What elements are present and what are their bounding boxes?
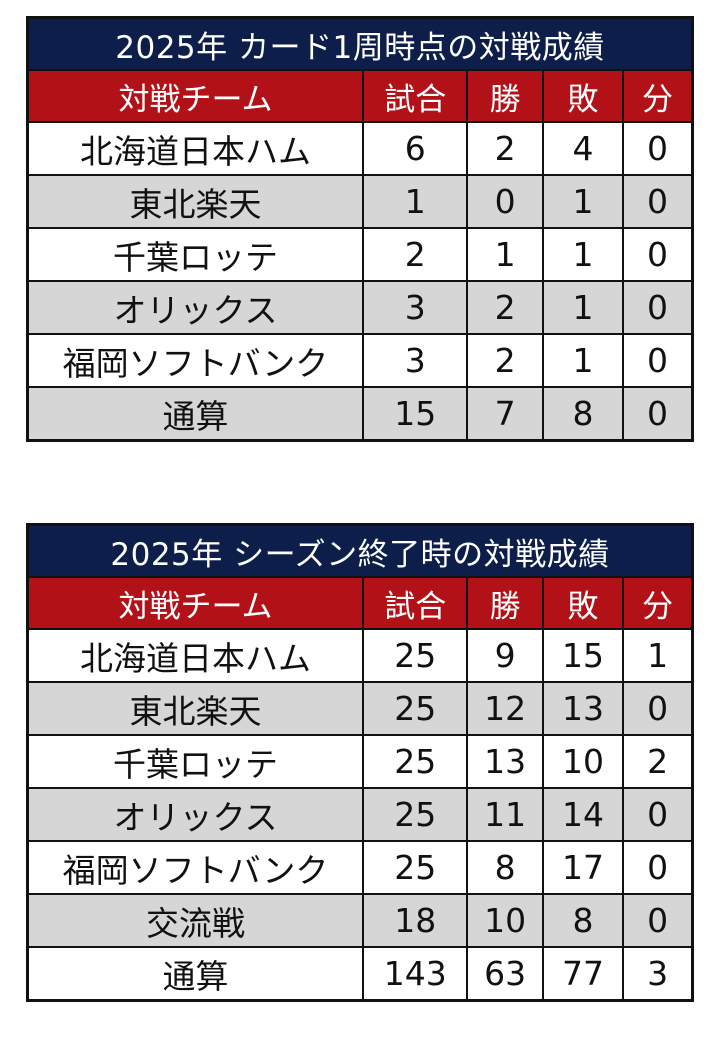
standings-table-season-end: 2025年 シーズン終了時の対戦成績 対戦チーム 試合 勝 敗 分 北海道日本ハ… — [26, 523, 694, 1002]
team-cell: 東北楽天 — [26, 174, 364, 229]
losses-cell: 1 — [541, 227, 625, 282]
wins-cell: 9 — [466, 628, 544, 683]
games-cell: 25 — [361, 628, 469, 683]
total-row: 通算 143 63 77 3 — [26, 946, 694, 1002]
losses-cell: 8 — [541, 893, 625, 948]
games-cell: 18 — [361, 893, 469, 948]
header-team: 対戦チーム — [26, 576, 364, 630]
team-cell: オリックス — [26, 787, 364, 842]
losses-cell: 17 — [541, 840, 625, 895]
header-losses: 敗 — [541, 69, 625, 123]
draws-cell: 0 — [622, 681, 694, 736]
wins-cell: 11 — [466, 787, 544, 842]
draws-cell: 0 — [622, 280, 694, 335]
losses-cell: 15 — [541, 628, 625, 683]
draws-cell: 1 — [622, 628, 694, 683]
draws-cell: 0 — [622, 893, 694, 948]
header-losses: 敗 — [541, 576, 625, 630]
wins-cell: 7 — [466, 386, 544, 442]
wins-cell: 10 — [466, 893, 544, 948]
header-wins: 勝 — [466, 576, 544, 630]
header-games: 試合 — [361, 576, 469, 630]
header-draws: 分 — [622, 69, 694, 123]
table-title: 2025年 シーズン終了時の対戦成績 — [26, 523, 694, 578]
table-row: 交流戦 18 10 8 0 — [26, 893, 694, 948]
team-cell: 福岡ソフトバンク — [26, 333, 364, 388]
wins-cell: 2 — [466, 280, 544, 335]
losses-cell: 13 — [541, 681, 625, 736]
losses-cell: 4 — [541, 121, 625, 176]
draws-cell: 0 — [622, 840, 694, 895]
standings-table-card-round: 2025年 カード1周時点の対戦成績 対戦チーム 試合 勝 敗 分 北海道日本ハ… — [26, 16, 694, 442]
header-games: 試合 — [361, 69, 469, 123]
games-cell: 3 — [361, 333, 469, 388]
draws-cell: 0 — [622, 121, 694, 176]
games-cell: 15 — [361, 386, 469, 442]
table-row: 福岡ソフトバンク 3 2 1 0 — [26, 333, 694, 388]
losses-cell: 8 — [541, 386, 625, 442]
games-cell: 25 — [361, 734, 469, 789]
table-row: 千葉ロッテ 2 1 1 0 — [26, 227, 694, 282]
losses-cell: 1 — [541, 280, 625, 335]
table-row: 千葉ロッテ 25 13 10 2 — [26, 734, 694, 789]
wins-cell: 12 — [466, 681, 544, 736]
table-row: 東北楽天 25 12 13 0 — [26, 681, 694, 736]
wins-cell: 2 — [466, 121, 544, 176]
team-cell: 通算 — [26, 946, 364, 1002]
draws-cell: 0 — [622, 227, 694, 282]
wins-cell: 8 — [466, 840, 544, 895]
team-cell: 福岡ソフトバンク — [26, 840, 364, 895]
draws-cell: 0 — [622, 386, 694, 442]
team-cell: 千葉ロッテ — [26, 227, 364, 282]
team-cell: 交流戦 — [26, 893, 364, 948]
total-row: 通算 15 7 8 0 — [26, 386, 694, 442]
table-row: 北海道日本ハム 6 2 4 0 — [26, 121, 694, 176]
wins-cell: 2 — [466, 333, 544, 388]
table-row: 東北楽天 1 0 1 0 — [26, 174, 694, 229]
wins-cell: 1 — [466, 227, 544, 282]
games-cell: 25 — [361, 681, 469, 736]
team-cell: 千葉ロッテ — [26, 734, 364, 789]
games-cell: 3 — [361, 280, 469, 335]
wins-cell: 13 — [466, 734, 544, 789]
draws-cell: 2 — [622, 734, 694, 789]
games-cell: 2 — [361, 227, 469, 282]
games-cell: 6 — [361, 121, 469, 176]
losses-cell: 1 — [541, 174, 625, 229]
header-wins: 勝 — [466, 69, 544, 123]
draws-cell: 0 — [622, 333, 694, 388]
draws-cell: 0 — [622, 787, 694, 842]
table-title: 2025年 カード1周時点の対戦成績 — [26, 16, 694, 71]
wins-cell: 63 — [466, 946, 544, 1002]
losses-cell: 77 — [541, 946, 625, 1002]
team-cell: オリックス — [26, 280, 364, 335]
games-cell: 25 — [361, 787, 469, 842]
games-cell: 1 — [361, 174, 469, 229]
table-row: 福岡ソフトバンク 25 8 17 0 — [26, 840, 694, 895]
losses-cell: 10 — [541, 734, 625, 789]
header-draws: 分 — [622, 576, 694, 630]
table-row: 北海道日本ハム 25 9 15 1 — [26, 628, 694, 683]
team-cell: 北海道日本ハム — [26, 121, 364, 176]
games-cell: 143 — [361, 946, 469, 1002]
team-cell: 東北楽天 — [26, 681, 364, 736]
losses-cell: 1 — [541, 333, 625, 388]
team-cell: 北海道日本ハム — [26, 628, 364, 683]
table-row: オリックス 3 2 1 0 — [26, 280, 694, 335]
wins-cell: 0 — [466, 174, 544, 229]
games-cell: 25 — [361, 840, 469, 895]
draws-cell: 3 — [622, 946, 694, 1002]
draws-cell: 0 — [622, 174, 694, 229]
losses-cell: 14 — [541, 787, 625, 842]
header-team: 対戦チーム — [26, 69, 364, 123]
table-row: オリックス 25 11 14 0 — [26, 787, 694, 842]
team-cell: 通算 — [26, 386, 364, 442]
